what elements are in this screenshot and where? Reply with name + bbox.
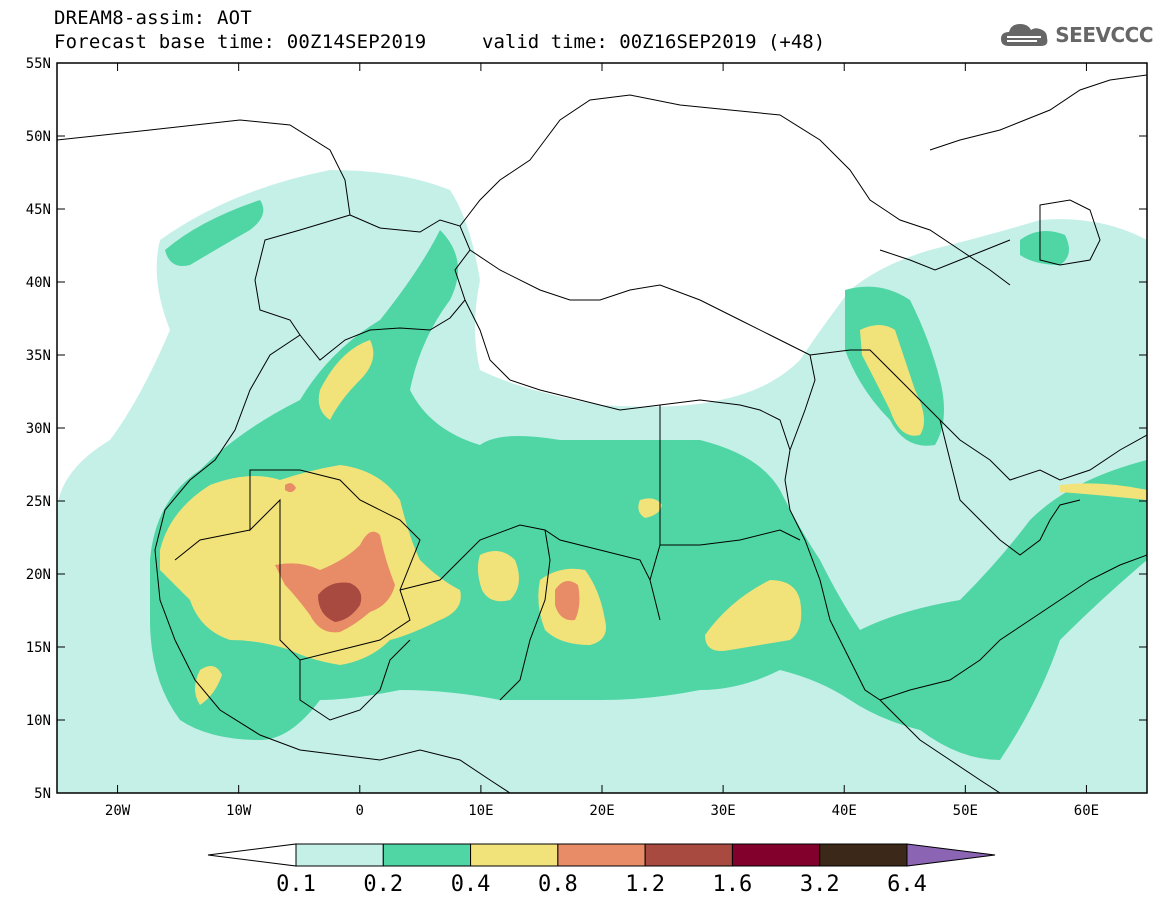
colorbar-high-arrow [906,843,996,867]
lat-tick-label: 40N [26,275,51,291]
lon-tick-label: 40E [832,803,857,819]
aot-level-1.2 [318,582,362,622]
seevccc-logo: SEEVCCC [999,20,1153,50]
colorbar-swatch [470,843,559,867]
colorbar-label: 0.8 [538,872,578,897]
colorbar-label: 3.2 [800,872,840,897]
aot-level-0.4 [160,325,1147,705]
aot-colorbar: 0.1 0.2 0.4 0.8 1.2 1.6 3.2 6.4 [207,843,996,897]
colorbar-swatch [644,843,733,867]
aot-contour-fields [57,170,1147,793]
valid-time: valid time: 00Z16SEP2019 (+48) [482,31,826,53]
lat-tick-label: 35N [26,348,51,364]
lon-tick-label: 20E [589,803,614,819]
cloud-icon [1001,24,1048,46]
colorbar-label: 0.4 [451,872,491,897]
colorbar-label: 6.4 [887,872,927,897]
lon-tick-label: 30E [710,803,735,819]
lon-tick-label: 20W [105,803,131,819]
lon-tick-label: 60E [1074,803,1099,819]
colorbar-label: 1.2 [625,872,665,897]
lat-tick-label: 25N [26,494,51,510]
lon-tick-label: 50E [953,803,978,819]
lat-tick-label: 45N [26,202,51,218]
lat-tick-label: 15N [26,640,51,656]
lon-tick-label: 0 [356,803,364,819]
lat-tick-label: 20N [26,567,51,583]
lon-tick-label: 10W [226,803,252,819]
colorbar-swatch [382,843,472,867]
lat-tick-label: 50N [26,129,51,145]
lat-tick-label: 5N [34,786,51,802]
logo-text: SEEVCCC [1055,23,1153,47]
lat-tick-label: 55N [26,56,51,72]
lon-tick-label: 10E [468,803,493,819]
lat-tick-label: 30N [26,421,51,437]
aot-level-0.8 [275,483,580,633]
forecast-base-time: Forecast base time: 00Z14SEP2019 [54,31,427,53]
colorbar-swatch [295,843,384,867]
colorbar-swatch [731,843,821,867]
colorbar-label: 1.6 [713,872,753,897]
colorbar-swatch [557,843,646,867]
colorbar-low-arrow [207,843,297,867]
map-title: DREAM8-assim: AOT [54,7,252,29]
lat-tick-label: 10N [26,713,51,729]
colorbar-label: 0.1 [276,872,316,897]
latitude-axis: 55N 50N 45N 40N 35N 30N 25N 20N 15N 10N 5N [26,56,1147,802]
colorbar-swatch [819,843,908,867]
colorbar-label: 0.2 [363,872,403,897]
coastlines-and-borders [57,74,1147,793]
longitude-axis: 20W 10W 0 10E 20E 30E 40E 50E 60E [105,63,1099,819]
